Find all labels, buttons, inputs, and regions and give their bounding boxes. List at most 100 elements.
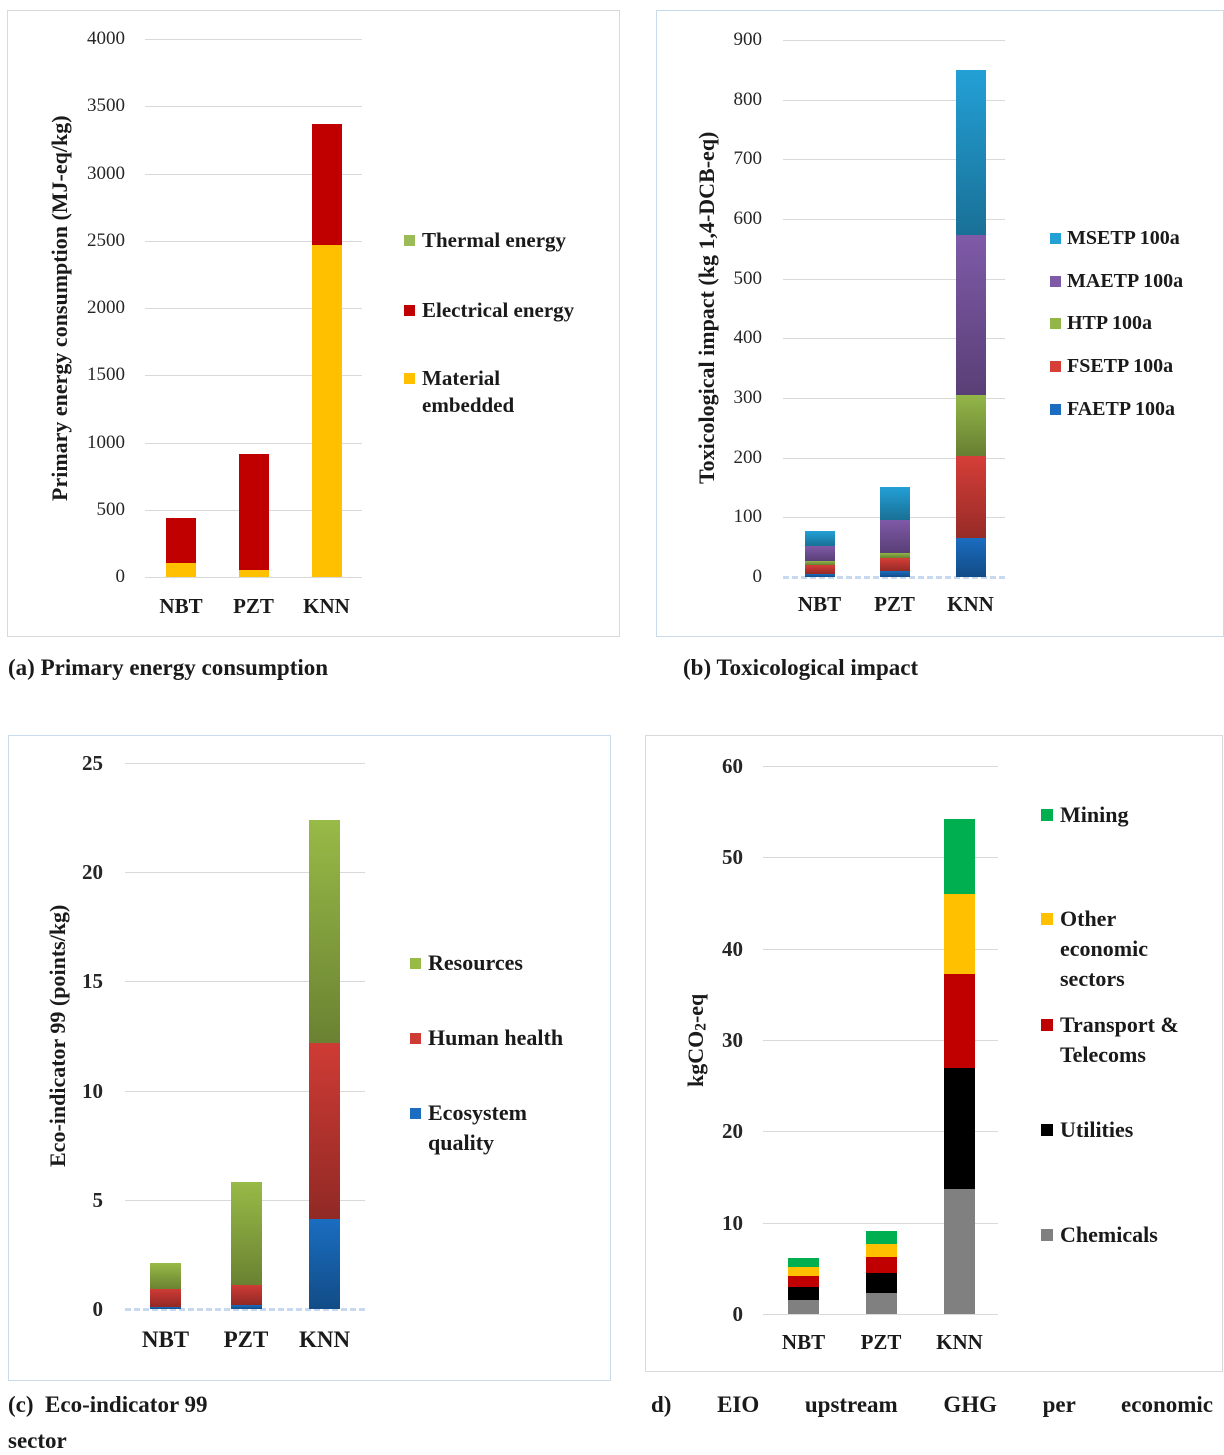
chart-d-bar-chemicals-nbt: [788, 1300, 819, 1314]
chart-c-bar-ecosystem-quality-knn: [309, 1219, 340, 1309]
chart-d-y-axis-label: kgCO2-eq: [681, 890, 711, 1190]
chart-b-bar-faetp-100a-knn: [955, 538, 986, 577]
chart-d-bar-utilities-pzt: [865, 1272, 897, 1293]
chart-c-bar-resources-knn: [309, 819, 340, 1043]
chart-d-bar-mining-nbt: [788, 1258, 819, 1268]
chart-d-legend-marker-transport-telecoms: [1041, 1019, 1053, 1031]
chart-a-ytick-label: 500: [96, 498, 126, 520]
chart-a-bar-electrical-energy-knn: [311, 123, 342, 245]
chart-b-bar-fsetp-100a-pzt: [879, 557, 910, 572]
chart-b-ytick-label: 600: [733, 208, 763, 229]
chart-b-legend-marker-maetp-100a: [1050, 275, 1061, 287]
chart-c-gridline: [125, 981, 365, 982]
chart-b-baseline: [783, 576, 1005, 579]
chart-b-category-label: KNN: [947, 592, 994, 616]
chart-a-legend-marker-material-embedded: [404, 372, 415, 384]
chart-b-ytick-label: 0: [752, 566, 763, 587]
chart-b-legend-label-htp-100a: HTP 100a: [1067, 312, 1153, 334]
chart-b-ytick-label: 100: [733, 506, 763, 528]
chart-b-bar-fsetp-100a-knn: [955, 455, 986, 539]
chart-d-gridline: [763, 766, 998, 767]
chart-a-gridline: [145, 375, 362, 376]
chart-b-gridline: [783, 159, 1005, 160]
chart-b-legend-marker-msetp-100a: [1050, 232, 1061, 244]
chart-b-ytick-label: 500: [733, 267, 763, 289]
chart-a-gridline: [145, 577, 362, 578]
chart-b-category-label: NBT: [797, 592, 842, 616]
chart-c-baseline: [125, 1308, 365, 1311]
chart-a-bar-electrical-energy-pzt: [238, 453, 269, 571]
chart-c-ytick-label: 15: [82, 969, 103, 994]
chart-a-ytick-label: 4000: [87, 28, 125, 49]
chart-d-ytick-label: 40: [722, 936, 743, 961]
chart-a-category-label: KNN: [303, 594, 350, 618]
chart-c-bar-human-health-pzt: [230, 1284, 262, 1305]
chart-a-ytick-label: 3000: [87, 162, 125, 184]
chart-b-legend-label-msetp-100a: MSETP 100a: [1067, 227, 1180, 249]
chart-c-bar-human-health-knn: [309, 1042, 340, 1220]
caption-b: (b) Toxicological impact: [683, 655, 919, 680]
chart-a-gridline: [145, 308, 362, 309]
chart-d-y-axis-label-base: kgCO: [683, 1030, 708, 1087]
chart-c-bar-human-health-nbt: [150, 1289, 181, 1307]
chart-d-bar-chemicals-knn: [944, 1188, 975, 1314]
chart-b-ytick-label: 300: [733, 387, 763, 408]
chart-d-bar-chemicals-pzt: [865, 1292, 897, 1314]
chart-c-gridline: [125, 763, 365, 764]
chart-a-y-axis-label: Primary energy consumption (MJ-eq/kg): [47, 115, 72, 501]
chart-d-category-label: NBT: [781, 1330, 826, 1354]
chart-d-gridline: [763, 1131, 998, 1132]
chart-c-legend-marker-human-health: [410, 1032, 421, 1044]
chart-b-bar-msetp-100a-pzt: [879, 486, 910, 521]
chart-d-bar-mining-pzt: [865, 1230, 897, 1244]
chart-d-bar-utilities-nbt: [788, 1286, 819, 1301]
chart-c-legend-marker-ecosystem-quality: [410, 1107, 421, 1119]
chart-d-gridline: [763, 1223, 998, 1224]
chart-b-bar-maetp-100a-nbt: [804, 545, 835, 561]
chart-d-legend-label-utilities: Utilities: [1060, 1117, 1134, 1142]
chart-d-bar-transport-telecoms-knn: [944, 974, 975, 1069]
chart-c-bar-ecosystem-quality-nbt: [150, 1306, 181, 1309]
chart-a-ytick-label: 3500: [87, 95, 125, 117]
chart-c-y-axis-label: Eco-indicator 99 (points/kg): [45, 904, 70, 1168]
chart-c-bar-ecosystem-quality-pzt: [230, 1304, 262, 1309]
chart-b-bar-msetp-100a-knn: [955, 69, 986, 236]
chart-a-bar-material-embedded-knn: [311, 244, 342, 577]
chart-b-legend-label-faetp-100a: FAETP 100a: [1067, 398, 1175, 420]
chart-c-ytick-label: 5: [92, 1187, 104, 1212]
chart-a-bar-material-embedded-pzt: [238, 570, 269, 577]
chart-d-y-axis-label-suffix: -eq: [683, 993, 708, 1023]
chart-c-category-label: KNN: [298, 1327, 351, 1352]
chart-a-category-label: NBT: [159, 594, 203, 618]
chart-b-gridline: [783, 398, 1005, 399]
chart-c-ytick-label: 20: [82, 860, 103, 885]
chart-d-legend-marker-utilities: [1041, 1124, 1053, 1136]
chart-c-legend-label-ecosystem-quality: Ecosystem quality: [428, 1100, 527, 1155]
chart-b-bar-htp-100a-knn: [955, 395, 986, 456]
chart-a-bar-material-embedded-nbt: [166, 562, 196, 577]
chart-d-bar-other-economic-sectors-pzt: [865, 1243, 897, 1258]
chart-d-legend-label-other-economic-sectors: Other economic sectors: [1060, 906, 1148, 991]
chart-c-gridline: [125, 1091, 365, 1092]
chart-d-bar-mining-knn: [944, 818, 975, 894]
chart-a-legend-label-material-embedded: Material embedded: [422, 365, 515, 417]
chart-c-bar-resources-pzt: [230, 1182, 262, 1285]
chart-c-gridline: [125, 872, 365, 873]
caption-d: d) EIO upstream GHG per economic: [651, 1392, 1213, 1417]
chart-b-legend-marker-faetp-100a: [1050, 403, 1061, 415]
chart-c-legend-label-human-health: Human health: [428, 1025, 564, 1050]
chart-b-gridline: [783, 40, 1005, 41]
caption-c: (c) Eco-indicator 99: [8, 1392, 208, 1417]
chart-b-ytick-label: 400: [733, 327, 763, 349]
chart-b-ytick-label: 700: [733, 148, 763, 170]
chart-a-ytick-label: 1500: [87, 364, 125, 386]
chart-d-legend-label-chemicals: Chemicals: [1060, 1222, 1158, 1247]
chart-b-bar-msetp-100a-nbt: [804, 531, 835, 546]
chart-d-bar-other-economic-sectors-knn: [944, 893, 975, 975]
chart-a-bar-electrical-energy-nbt: [166, 517, 196, 563]
chart-b-legend-marker-fsetp-100a: [1050, 360, 1061, 372]
chart-c-ytick-label: 10: [82, 1078, 103, 1103]
chart-c-category-label: PZT: [223, 1327, 269, 1352]
chart-d-frame: [645, 735, 1223, 1372]
chart-b-ytick-label: 200: [733, 446, 763, 468]
